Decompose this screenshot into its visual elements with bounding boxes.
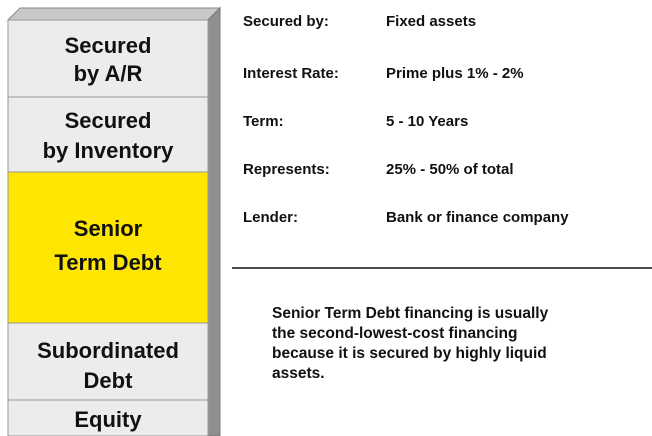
note-line: assets. xyxy=(272,365,325,382)
block xyxy=(7,399,209,436)
detail-value: 25% - 50% of total xyxy=(386,161,514,178)
stack-top xyxy=(6,7,222,21)
block xyxy=(7,19,209,98)
detail-value: Fixed assets xyxy=(386,13,476,30)
detail-label: Secured by: xyxy=(243,13,329,30)
block xyxy=(7,322,209,401)
block-highlight xyxy=(7,171,209,324)
block xyxy=(7,96,209,173)
stack-side xyxy=(207,6,221,436)
detail-label: Interest Rate: xyxy=(243,65,339,82)
note-line: the second-lowest-cost financing xyxy=(272,325,517,342)
note-line: because it is secured by highly liquid xyxy=(272,345,547,362)
block-label: Senior xyxy=(74,216,143,241)
block-label: Debt xyxy=(84,368,134,393)
block-label: Secured xyxy=(65,108,152,133)
detail-value: Prime plus 1% - 2% xyxy=(386,65,524,82)
detail-label: Represents: xyxy=(243,161,330,178)
detail-label: Lender: xyxy=(243,209,298,226)
block-label: by A/R xyxy=(74,61,143,86)
block-label: Subordinated xyxy=(37,338,179,363)
block-label: by Inventory xyxy=(43,138,175,163)
note-line: Senior Term Debt financing is usually xyxy=(272,305,549,322)
block-label: Term Debt xyxy=(54,250,162,275)
block-label: Equity xyxy=(74,407,142,432)
block-label: Secured xyxy=(65,33,152,58)
detail-value: Bank or finance company xyxy=(386,209,569,226)
detail-value: 5 - 10 Years xyxy=(386,113,468,130)
detail-label: Term: xyxy=(243,113,284,130)
